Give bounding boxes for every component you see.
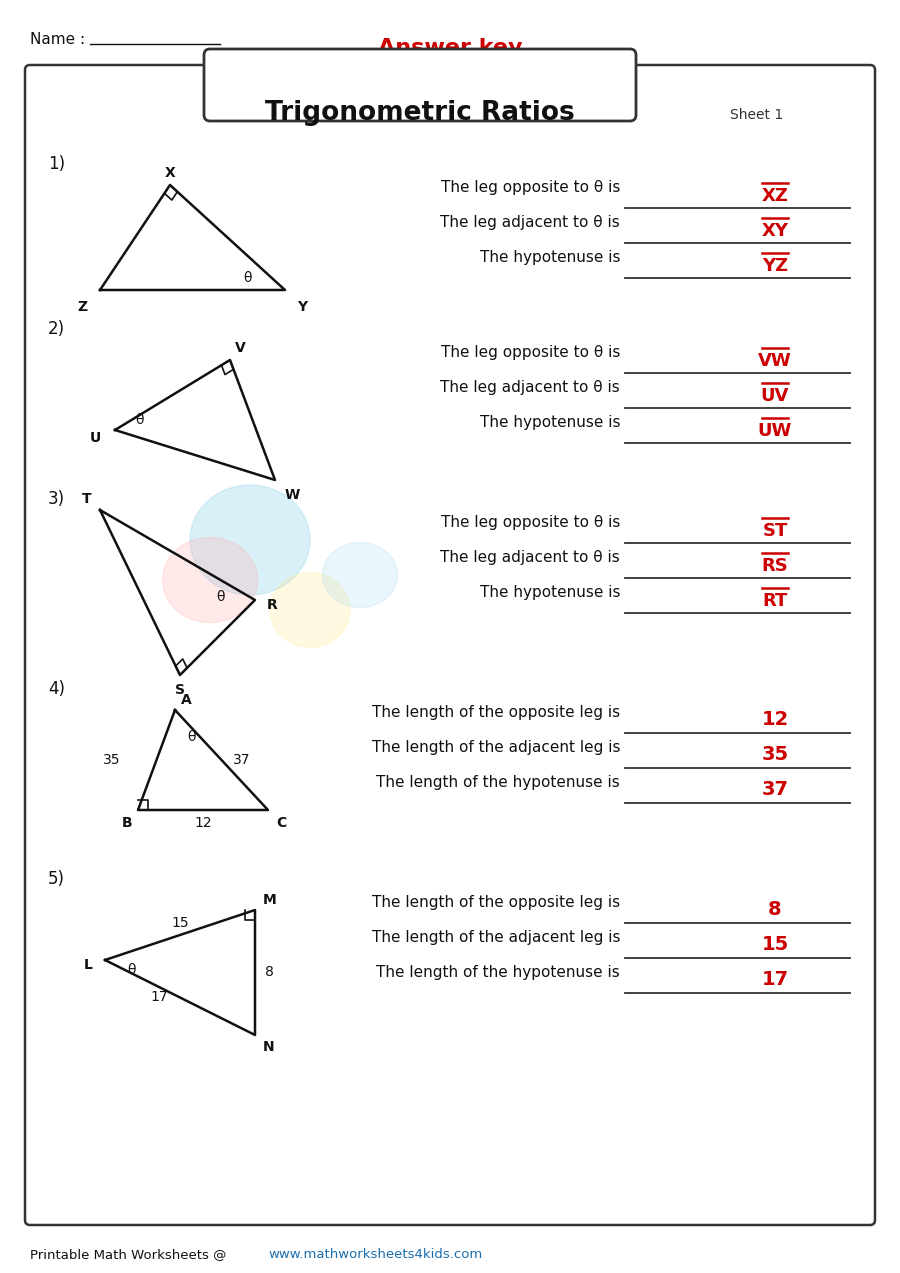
Text: The hypotenuse is: The hypotenuse is	[480, 250, 620, 265]
Text: θ: θ	[187, 729, 195, 743]
Text: 8: 8	[769, 900, 782, 919]
Text: L: L	[84, 959, 93, 973]
Text: UW: UW	[758, 423, 792, 440]
Text: The leg adjacent to θ is: The leg adjacent to θ is	[440, 215, 620, 230]
Text: XY: XY	[761, 222, 788, 241]
Text: A: A	[181, 693, 192, 707]
Text: XZ: XZ	[761, 187, 788, 205]
Text: θ: θ	[217, 589, 225, 603]
Text: The length of the adjacent leg is: The length of the adjacent leg is	[372, 740, 620, 755]
Text: UV: UV	[760, 387, 789, 405]
Text: The length of the hypotenuse is: The length of the hypotenuse is	[376, 965, 620, 980]
Text: 12: 12	[761, 710, 788, 729]
Text: RS: RS	[761, 558, 788, 575]
Text: The leg opposite to θ is: The leg opposite to θ is	[441, 345, 620, 360]
Text: The leg adjacent to θ is: The leg adjacent to θ is	[440, 381, 620, 395]
Text: X: X	[165, 165, 176, 179]
Text: The leg opposite to θ is: The leg opposite to θ is	[441, 516, 620, 530]
Text: RT: RT	[762, 592, 788, 610]
Text: 5): 5)	[48, 869, 65, 889]
Text: 3): 3)	[48, 490, 65, 508]
Text: 17: 17	[150, 990, 168, 1004]
FancyBboxPatch shape	[204, 48, 636, 121]
Text: Sheet 1: Sheet 1	[730, 108, 783, 122]
Text: Printable Math Worksheets @: Printable Math Worksheets @	[30, 1248, 230, 1262]
Text: θ: θ	[135, 412, 143, 426]
Text: The length of the adjacent leg is: The length of the adjacent leg is	[372, 931, 620, 945]
Text: θ: θ	[243, 271, 251, 285]
Text: The length of the opposite leg is: The length of the opposite leg is	[372, 895, 620, 910]
Text: M: M	[263, 892, 277, 906]
Ellipse shape	[322, 542, 398, 607]
Text: ST: ST	[762, 522, 788, 540]
Ellipse shape	[270, 573, 350, 648]
Text: 37: 37	[761, 780, 788, 799]
Text: VW: VW	[758, 353, 792, 370]
Text: U: U	[90, 432, 101, 446]
Text: Trigonometric Ratios: Trigonometric Ratios	[266, 101, 575, 126]
Text: B: B	[122, 816, 132, 830]
Text: The hypotenuse is: The hypotenuse is	[480, 415, 620, 430]
Text: C: C	[276, 816, 286, 830]
Ellipse shape	[163, 537, 257, 622]
Text: The length of the hypotenuse is: The length of the hypotenuse is	[376, 775, 620, 791]
Text: N: N	[263, 1040, 274, 1054]
Text: 2): 2)	[48, 320, 65, 339]
Text: T: T	[83, 491, 92, 505]
Text: Name :: Name :	[30, 32, 86, 47]
Text: V: V	[235, 341, 246, 355]
Text: S: S	[175, 684, 185, 698]
Text: R: R	[267, 598, 278, 612]
Text: YZ: YZ	[762, 257, 788, 275]
FancyBboxPatch shape	[215, 57, 625, 113]
Text: The leg opposite to θ is: The leg opposite to θ is	[441, 179, 620, 195]
Text: 1): 1)	[48, 155, 65, 173]
Text: 37: 37	[233, 754, 250, 768]
Text: The leg adjacent to θ is: The leg adjacent to θ is	[440, 550, 620, 565]
FancyBboxPatch shape	[25, 65, 875, 1225]
Text: 12: 12	[194, 816, 212, 830]
Text: www.mathworksheets4kids.com: www.mathworksheets4kids.com	[268, 1248, 482, 1262]
Text: 15: 15	[171, 917, 189, 931]
Ellipse shape	[190, 485, 310, 594]
Text: The length of the opposite leg is: The length of the opposite leg is	[372, 705, 620, 721]
Text: W: W	[285, 488, 301, 502]
Text: 17: 17	[761, 970, 788, 989]
Text: Y: Y	[297, 300, 307, 314]
Text: Answer key: Answer key	[378, 38, 522, 59]
Text: 35: 35	[761, 745, 788, 764]
Text: 8: 8	[265, 965, 274, 979]
Text: 4): 4)	[48, 680, 65, 698]
Text: Z: Z	[78, 300, 88, 314]
Text: θ: θ	[127, 962, 136, 976]
Text: The hypotenuse is: The hypotenuse is	[480, 586, 620, 600]
Text: 35: 35	[103, 754, 120, 768]
Text: 15: 15	[761, 934, 788, 953]
